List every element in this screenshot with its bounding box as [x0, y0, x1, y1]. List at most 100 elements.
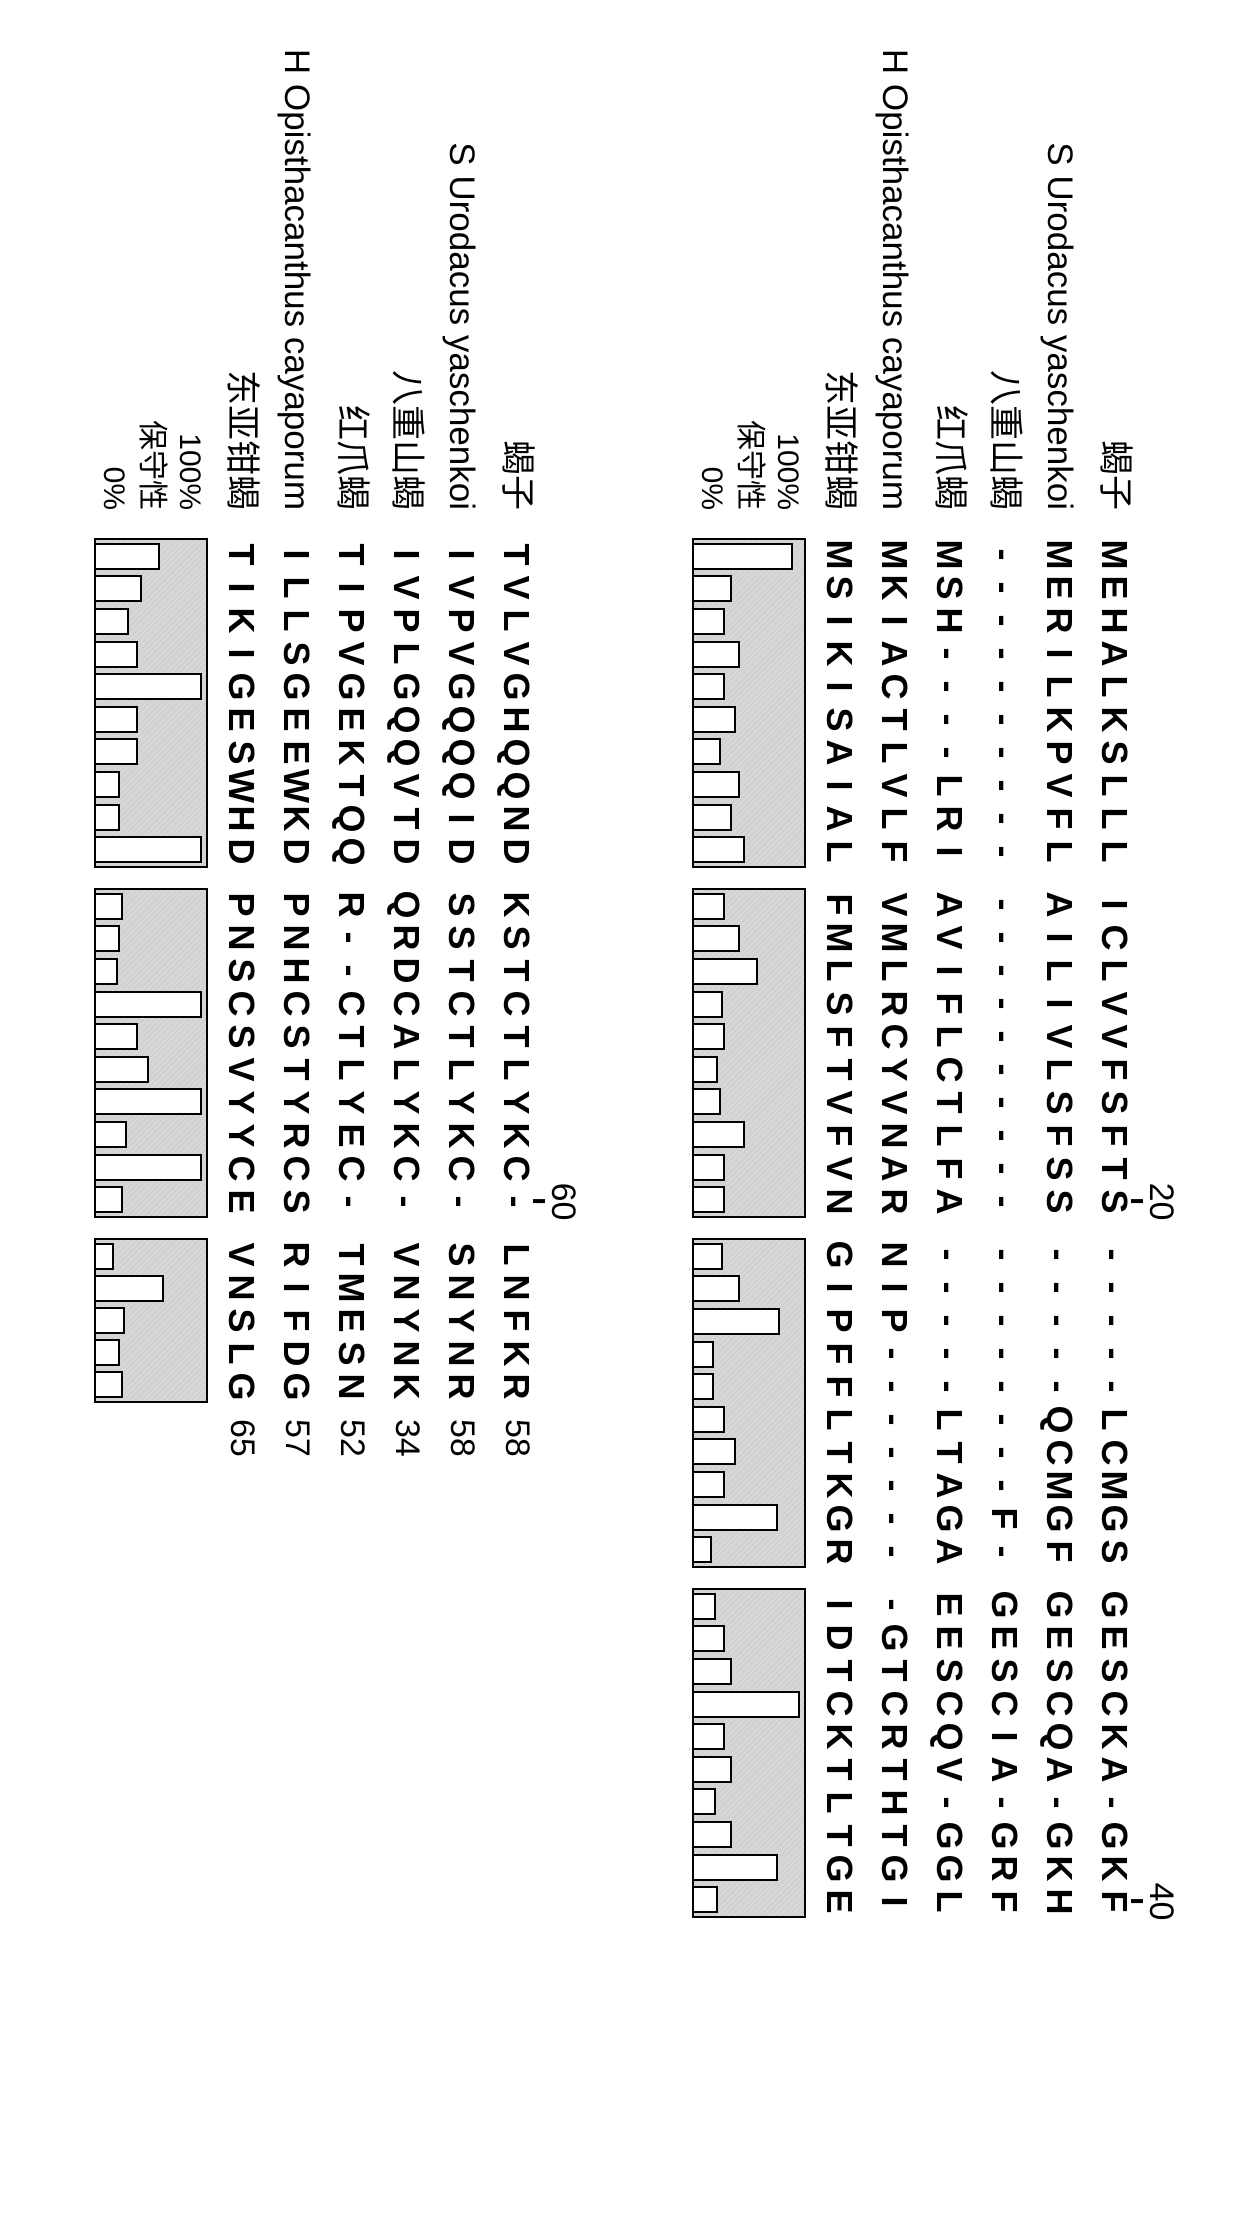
- gap-residue: -: [977, 571, 1032, 604]
- gap-residue: -: [922, 736, 977, 769]
- aa-residue: W: [269, 769, 324, 802]
- aa-residue: L: [1087, 954, 1142, 987]
- aa-residue: T: [489, 538, 544, 571]
- aa-residue: V: [812, 1152, 867, 1185]
- conservation-bar: [96, 1369, 206, 1401]
- alignment-panel-2: 蝎子 S Urodacus yaschenkoi 八重山蝎 红爪蝎 H Opis…: [94, 40, 582, 2196]
- aa-residue: V: [434, 637, 489, 670]
- aa-residue: A: [379, 1020, 434, 1053]
- gap-residue: -: [977, 1271, 1032, 1304]
- gap-residue: -: [977, 703, 1032, 736]
- aa-residue: F: [922, 987, 977, 1020]
- block-gap: [977, 1568, 1032, 1588]
- aa-residue: A: [1087, 1753, 1142, 1786]
- aa-residue: F: [1032, 802, 1087, 835]
- gap-residue: -: [977, 802, 1032, 835]
- aa-residue: Q: [922, 1720, 977, 1753]
- block-gap: [867, 868, 922, 888]
- alignment-panel-1: 蝎子 S Urodacus yaschenkoi 八重山蝎 红爪蝎 H Opis…: [692, 40, 1180, 2196]
- conservation-bar: [96, 1183, 206, 1216]
- gap-residue: -: [977, 604, 1032, 637]
- aa-residue: N: [489, 802, 544, 835]
- aa-residue: V: [379, 1238, 434, 1271]
- conservation-bar: [96, 1086, 206, 1119]
- aa-residue: T: [812, 1654, 867, 1687]
- aa-residue: G: [812, 1852, 867, 1885]
- aa-residue: S: [1087, 1654, 1142, 1687]
- species-label: S Urodacus yaschenkoi: [1032, 142, 1087, 510]
- aa-residue: C: [434, 987, 489, 1020]
- aa-residue: D: [269, 835, 324, 868]
- aa-residue: I: [324, 571, 379, 604]
- aa-residue: I: [812, 604, 867, 637]
- aa-residue: L: [1032, 835, 1087, 868]
- aa-residue: R: [324, 888, 379, 921]
- gap-residue: -: [977, 1020, 1032, 1053]
- gap-residue: -: [977, 1370, 1032, 1403]
- aa-residue: A: [867, 637, 922, 670]
- sequence-row: TVLVGHQQNDKSTCTLYKC-LNFKR58: [489, 538, 544, 1463]
- aa-residue: K: [489, 888, 544, 921]
- gap-residue: -: [1087, 1271, 1142, 1304]
- aa-residue: E: [922, 1621, 977, 1654]
- conservation-bar: [694, 768, 804, 801]
- gap-residue: -: [977, 1086, 1032, 1119]
- cons-title-label: 保守性: [730, 420, 768, 510]
- conservation-block: [692, 538, 806, 868]
- block-gap: [379, 1218, 434, 1238]
- gap-residue: -: [1087, 1786, 1142, 1819]
- aa-residue: F: [1032, 1119, 1087, 1152]
- conservation-bar: [96, 988, 206, 1021]
- aa-residue: T: [867, 1753, 922, 1786]
- aa-residue: G: [1087, 1502, 1142, 1535]
- aa-residue: A: [977, 1753, 1032, 1786]
- aa-residue: R: [379, 921, 434, 954]
- block-gap: [812, 868, 867, 888]
- aa-residue: G: [922, 1852, 977, 1885]
- aa-residue: L: [489, 1238, 544, 1271]
- conservation-bar: [694, 1403, 804, 1436]
- aa-residue: N: [434, 1337, 489, 1370]
- panel2-conservation-chart: [94, 538, 208, 1463]
- aa-residue: N: [867, 1238, 922, 1271]
- aa-residue: Q: [434, 769, 489, 802]
- aa-residue: T: [812, 1436, 867, 1469]
- species-label: 东亚钳蝎: [812, 370, 867, 510]
- gap-residue: -: [867, 1337, 922, 1370]
- aa-residue: E: [1032, 1621, 1087, 1654]
- aa-residue: E: [977, 1621, 1032, 1654]
- aa-residue: R: [867, 1720, 922, 1753]
- gap-residue: -: [977, 637, 1032, 670]
- aa-residue: S: [214, 954, 269, 987]
- aa-residue: G: [1032, 1588, 1087, 1621]
- conservation-bar: [694, 1273, 804, 1306]
- aa-residue: S: [214, 1020, 269, 1053]
- gap-residue: -: [867, 1588, 922, 1621]
- aa-residue: V: [812, 1086, 867, 1119]
- aa-residue: F: [1087, 1119, 1142, 1152]
- conservation-bar: [694, 1151, 804, 1184]
- aa-residue: R: [977, 1852, 1032, 1885]
- cons-0-label: 0%: [94, 467, 132, 510]
- panel1-alignment-area: 2040 MEHALKSLLLICLVVFSFTS-----LCMGSGESCK…: [692, 538, 1180, 1918]
- aa-residue: C: [269, 987, 324, 1020]
- aa-residue: D: [379, 835, 434, 868]
- aa-residue: H: [269, 954, 324, 987]
- conservation-bar: [694, 1851, 804, 1884]
- aa-residue: C: [1087, 921, 1142, 954]
- aa-residue: W: [214, 769, 269, 802]
- conservation-bar: [694, 1370, 804, 1403]
- aa-residue: S: [1087, 1086, 1142, 1119]
- aa-residue: P: [434, 604, 489, 637]
- conservation-bar: [694, 1786, 804, 1819]
- aa-residue: A: [812, 736, 867, 769]
- block-gap: [214, 1218, 269, 1238]
- aa-residue: P: [812, 1304, 867, 1337]
- aa-residue: T: [434, 954, 489, 987]
- aa-residue: Y: [434, 1304, 489, 1337]
- aa-residue: K: [434, 1119, 489, 1152]
- conservation-bar: [96, 923, 206, 956]
- aa-residue: H: [214, 802, 269, 835]
- aa-residue: M: [1087, 1469, 1142, 1502]
- aa-residue: F: [977, 1502, 1032, 1535]
